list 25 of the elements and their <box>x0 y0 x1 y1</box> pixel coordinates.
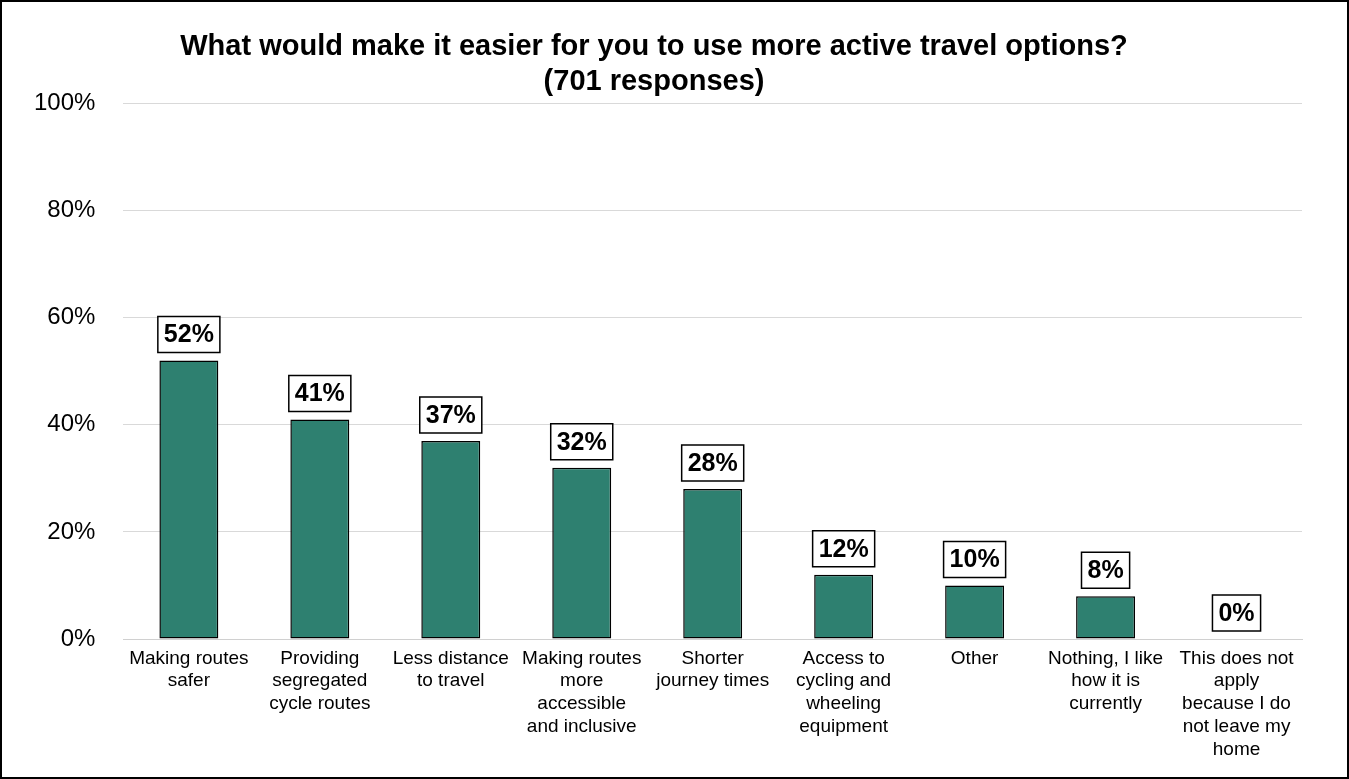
y-tick-label: 40% <box>47 409 96 437</box>
data-label: 37% <box>425 399 476 428</box>
x-tick-label: Other <box>950 646 1000 668</box>
x-tick-label: Nothing, I like how it is currently <box>1048 646 1164 714</box>
x-tick-label: Making routes safer <box>129 646 249 691</box>
data-label: 41% <box>294 378 345 407</box>
chart-title: What would make it easier for you to use more active travel options? (701 responses) <box>180 29 1128 97</box>
data-label: 28% <box>687 447 738 476</box>
y-tick-label: 60% <box>47 302 96 330</box>
x-tick-label: Shorter journey times <box>655 646 770 691</box>
data-label: 8% <box>1087 555 1124 584</box>
y-tick-label: 20% <box>47 516 96 544</box>
x-tick-label: Access to cycling and wheeling equipment <box>796 646 892 737</box>
y-tick-label: 80% <box>47 195 96 223</box>
data-label: 0% <box>1218 597 1255 626</box>
x-tick-label: Providing segregated cycle routes <box>269 646 371 714</box>
y-tick-label: 100% <box>33 88 96 116</box>
x-tick-label: Less distance to travel <box>392 646 509 691</box>
data-label: 52% <box>163 319 214 348</box>
data-label: 10% <box>949 544 1000 573</box>
data-label: 32% <box>556 426 607 455</box>
x-tick-label: Making routes more accessible and inclusive <box>522 646 642 737</box>
y-tick-label: 0% <box>60 623 96 651</box>
x-tick-label: This does not apply because I do not leave my home <box>1179 646 1295 759</box>
data-label: 12% <box>818 533 869 562</box>
